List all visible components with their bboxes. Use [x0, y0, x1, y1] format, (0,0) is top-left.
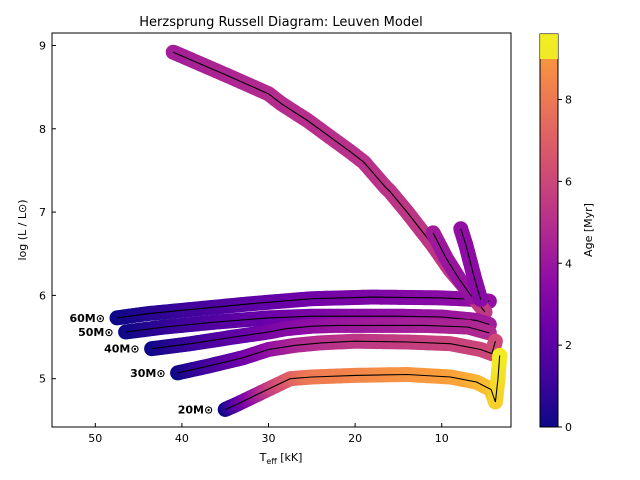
- mass-label: 30M⊙: [130, 367, 165, 380]
- chart-title: Herzsprung Russell Diagram: Leuven Model: [139, 15, 422, 30]
- track-point: [487, 333, 503, 349]
- track-line: [432, 232, 473, 298]
- track-0: [109, 289, 497, 326]
- track-5: [144, 317, 497, 357]
- mass-label: 20M⊙: [178, 404, 213, 417]
- colorbar-tick-label: 0: [565, 421, 572, 434]
- y-axis-label: log (L / L⊙): [16, 199, 29, 260]
- track-6: [170, 333, 503, 381]
- track-line: [125, 315, 490, 333]
- x-axis-ticks: 50 40 30 20 10: [88, 423, 449, 445]
- colorbar-ticks: 0 2 4 6 8: [558, 94, 572, 434]
- colorbar-tick-label: 4: [565, 257, 572, 270]
- track-7: [217, 347, 508, 417]
- track-line: [151, 324, 490, 350]
- track-1: [165, 44, 493, 320]
- mass-label: 60M⊙: [69, 312, 104, 325]
- mass-labels: 60M⊙50M⊙ 40M⊙ 30M⊙ 20M⊙: [69, 312, 213, 417]
- track-line: [224, 355, 501, 411]
- y-tick-label: 9: [39, 39, 46, 52]
- x-tick-label: 20: [348, 432, 362, 445]
- track-line: [172, 51, 486, 313]
- y-tick-label: 5: [39, 373, 46, 386]
- y-tick-label: 6: [39, 289, 46, 302]
- y-tick-label: 8: [39, 123, 46, 136]
- x-tick-label: 10: [435, 432, 449, 445]
- track-line: [460, 228, 482, 300]
- track-3: [453, 221, 489, 308]
- y-axis-ticks: 5 6 7 8 9: [39, 39, 56, 386]
- x-tick-label: 30: [262, 432, 276, 445]
- colorbar-label: Age [Myr]: [582, 203, 595, 257]
- evolution-tracks: [109, 44, 508, 417]
- x-tick-label: 40: [175, 432, 189, 445]
- mass-label: 50M⊙: [78, 326, 113, 339]
- track-line: [177, 340, 496, 374]
- colorbar-tick-label: 6: [565, 175, 572, 188]
- x-axis-label: Teff [kK]: [259, 451, 303, 466]
- plot-frame: [51, 32, 512, 428]
- colorbar-top-band: [540, 34, 558, 59]
- y-tick-label: 7: [39, 206, 46, 219]
- colorbar-tick-label: 2: [565, 339, 572, 352]
- track-point: [492, 347, 508, 363]
- x-tick-label: 50: [88, 432, 102, 445]
- colorbar-tick-label: 8: [565, 94, 572, 107]
- mass-label: 40M⊙: [104, 343, 139, 356]
- colorbar: [539, 33, 559, 428]
